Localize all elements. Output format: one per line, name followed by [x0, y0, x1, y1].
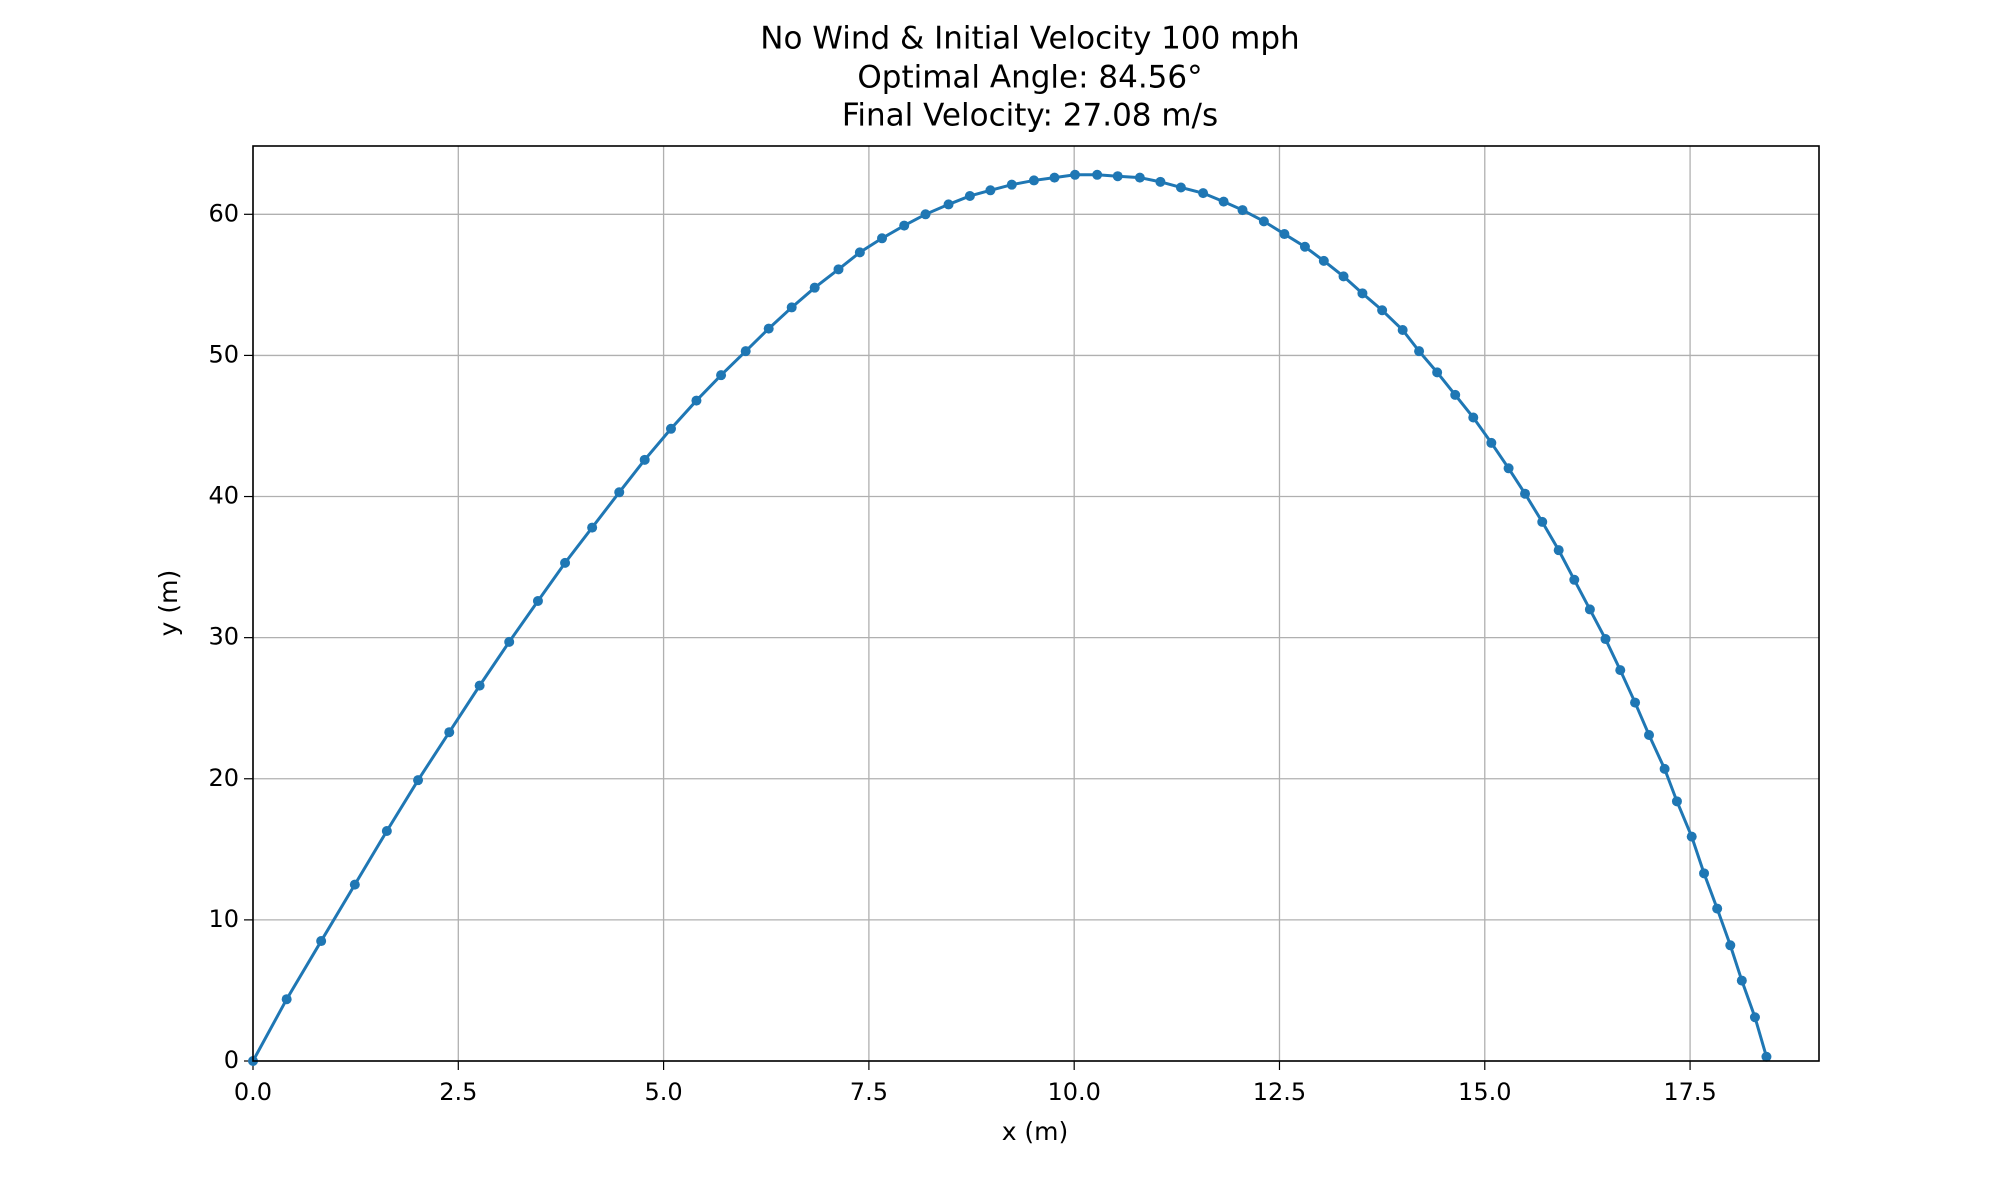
data-point [1070, 169, 1081, 180]
y-tick-label: 0 [224, 1046, 239, 1074]
data-point [1006, 179, 1017, 190]
data-point [1432, 367, 1443, 378]
y-tick-label: 30 [208, 623, 239, 651]
x-tick-label: 7.5 [850, 1078, 888, 1106]
data-point [1134, 172, 1145, 183]
data-point [1468, 412, 1479, 423]
data-point [1279, 229, 1290, 240]
data-point [349, 879, 360, 890]
data-point [316, 936, 327, 947]
data-point [381, 825, 392, 836]
data-point [1049, 172, 1060, 183]
data-point [943, 199, 954, 210]
data-point [1198, 188, 1209, 199]
data-point [763, 323, 774, 334]
data-point [1630, 697, 1641, 708]
data-point [833, 264, 844, 275]
data-point [639, 454, 650, 465]
data-point [1377, 305, 1388, 316]
data-point [1736, 975, 1747, 986]
data-point [1318, 255, 1329, 266]
chart-subtitle: Optimal Angle: 84.56° [857, 60, 1202, 96]
data-point [1414, 346, 1425, 357]
data-point [691, 395, 702, 406]
series-line [253, 173, 1768, 1062]
chart-subtitle: Final Velocity: 27.08 m/s [842, 98, 1218, 134]
data-point [665, 423, 676, 434]
x-tick-label: 10.0 [1047, 1078, 1100, 1106]
data-point [985, 185, 996, 196]
chart-title: No Wind & Initial Velocity 100 mph [760, 21, 1299, 57]
data-point [964, 190, 975, 201]
data-point [1615, 665, 1626, 676]
data-point [1725, 940, 1736, 951]
x-axis-label: x (m) [1002, 1117, 1069, 1146]
data-point [1686, 831, 1697, 842]
data-point [587, 522, 598, 533]
data-point [786, 302, 797, 313]
data-point [1671, 796, 1682, 807]
data-point [1569, 574, 1580, 585]
x-tick-label: 15.0 [1458, 1078, 1511, 1106]
data-point [1357, 288, 1368, 299]
data-point [716, 370, 727, 381]
data-point [920, 209, 931, 220]
data-point [1450, 389, 1461, 400]
data-point [877, 233, 888, 244]
data-point [1503, 463, 1514, 474]
x-tick-label: 17.5 [1663, 1078, 1716, 1106]
data-point [1299, 241, 1310, 252]
y-axis-label: y (m) [154, 570, 183, 637]
x-tick-label: 2.5 [439, 1078, 477, 1106]
x-tick-label: 0.0 [234, 1078, 272, 1106]
data-point [1600, 634, 1611, 645]
data-point [1092, 169, 1103, 180]
data-point [809, 282, 820, 293]
data-point [1258, 216, 1269, 227]
data-point [1699, 868, 1710, 879]
data-point [1218, 196, 1229, 207]
data-point [1112, 171, 1123, 182]
data-point [444, 727, 455, 738]
data-point [854, 247, 865, 258]
y-tick-label: 10 [208, 905, 239, 933]
data-point [1338, 271, 1349, 282]
data-point [1486, 437, 1497, 448]
data-point [413, 775, 424, 786]
data-point [1520, 488, 1531, 499]
data-point [1175, 182, 1186, 193]
data-point [1761, 1051, 1772, 1062]
data-point [740, 346, 751, 357]
data-point [1028, 175, 1039, 186]
x-tick-label: 5.0 [645, 1078, 683, 1106]
data-point [1644, 730, 1655, 741]
data-point [1397, 325, 1408, 336]
data-point [899, 220, 910, 231]
y-tick-label: 50 [208, 340, 239, 368]
data-point [532, 595, 543, 606]
data-point [1237, 205, 1248, 216]
y-tick-label: 40 [208, 482, 239, 510]
data-point [281, 994, 292, 1005]
data-point [560, 557, 571, 568]
data-point [614, 487, 625, 498]
plot-frame [252, 145, 1820, 1062]
x-tick-label: 12.5 [1253, 1078, 1306, 1106]
y-tick-label: 20 [208, 764, 239, 792]
data-point [1584, 604, 1595, 615]
data-point [504, 636, 515, 647]
data-point [1537, 516, 1548, 527]
data-point [1712, 903, 1723, 914]
data-point [1155, 176, 1166, 187]
y-tick-label: 60 [208, 199, 239, 227]
data-point [1553, 545, 1564, 556]
data-point [1659, 763, 1670, 774]
data-point [1749, 1012, 1760, 1023]
data-point [474, 680, 485, 691]
